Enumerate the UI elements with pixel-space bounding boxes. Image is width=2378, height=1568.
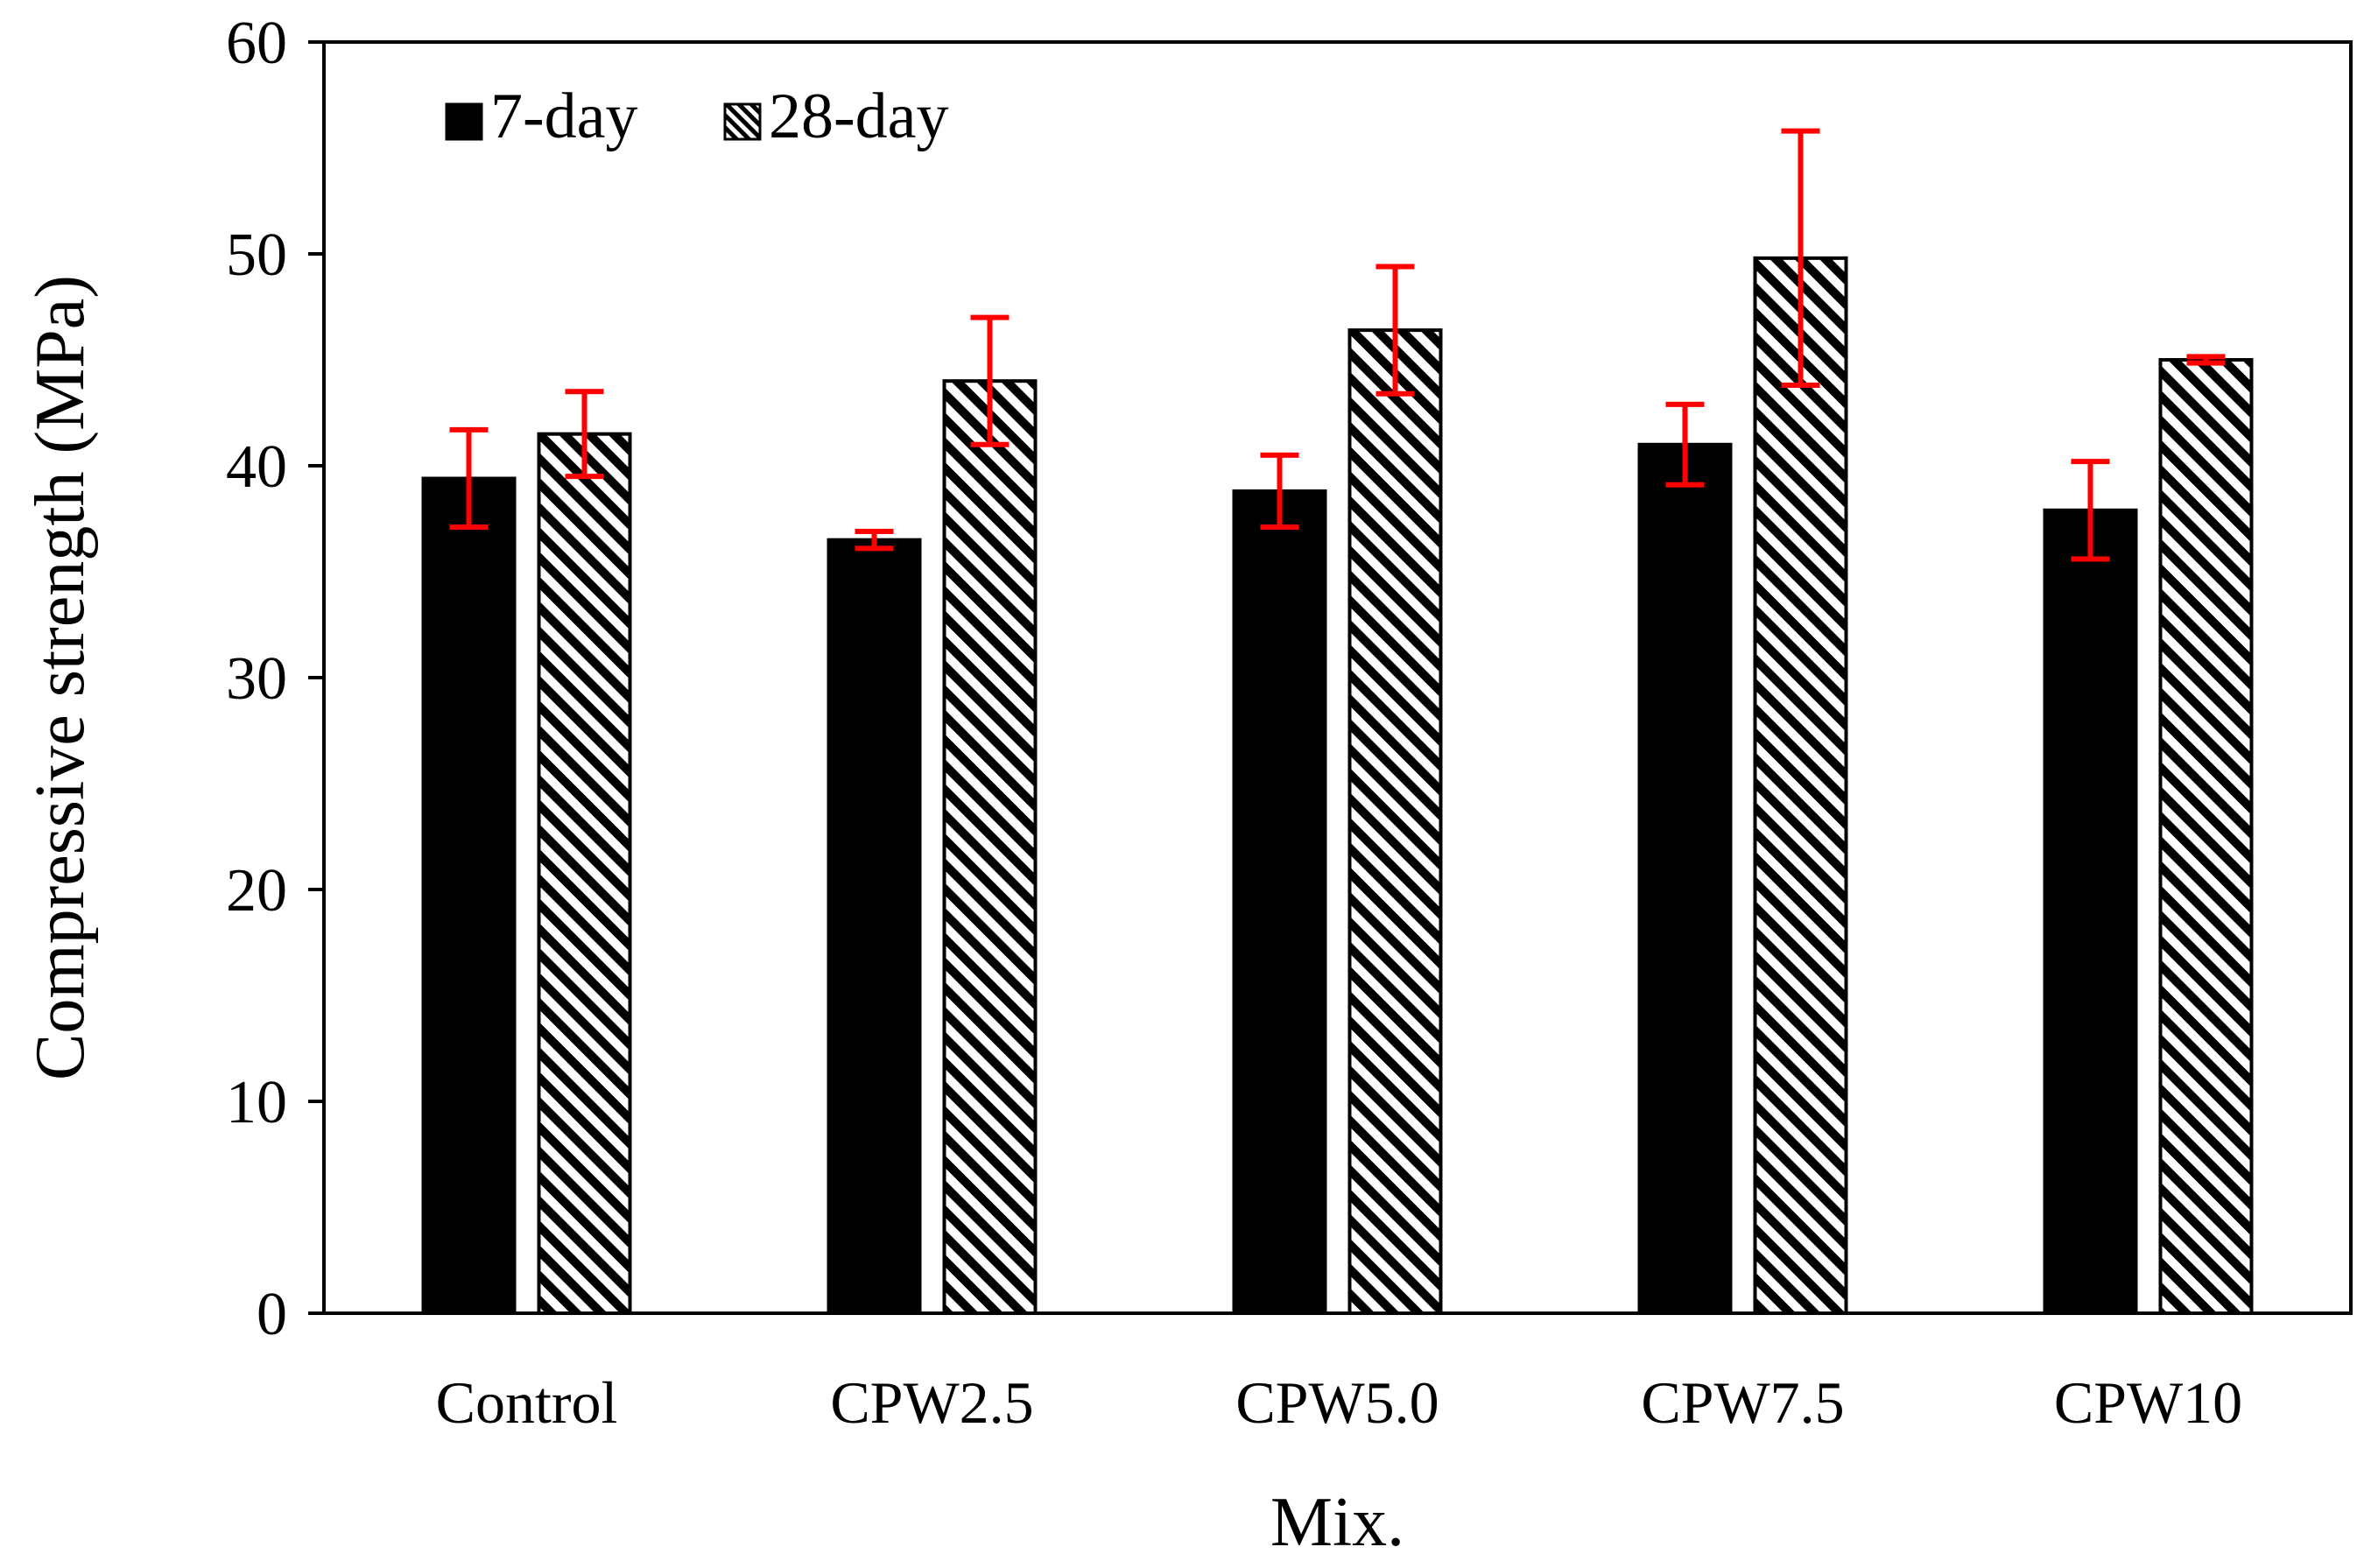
- x-category-label: CPW5.0: [1235, 1369, 1439, 1436]
- plot-area: 0 10 20 30 40 50 60 Control CPW2.5 CPW5.0 CPW7.5 CP…: [22, 10, 2353, 1561]
- bar-28-day-CPW7.5: [1753, 256, 1848, 1316]
- legend-swatch-7-day: [445, 102, 483, 141]
- bar-7-day-Control: [421, 476, 517, 1315]
- y-tick-label: 0: [257, 1281, 287, 1348]
- y-tick-label: 30: [226, 645, 287, 713]
- y-tick-label: 50: [226, 221, 287, 289]
- bar-7-day-CPW7.5: [1637, 442, 1733, 1315]
- y-tick-label: 60: [226, 10, 287, 77]
- x-category-label: CPW7.5: [1641, 1369, 1844, 1436]
- legend-label-28-day: 28-day: [769, 81, 949, 152]
- bar-28-day-CPW10: [2158, 358, 2254, 1315]
- legend-swatch-28-day: [723, 102, 762, 141]
- x-category-label: CPW2.5: [830, 1369, 1033, 1436]
- bar-7-day-CPW5.0: [1232, 489, 1327, 1315]
- bar-7-day-CPW10: [2043, 508, 2138, 1315]
- bar-7-day-CPW2.5: [827, 538, 922, 1315]
- bar-28-day-CPW2.5: [942, 379, 1038, 1316]
- x-category-label: Control: [436, 1369, 618, 1436]
- x-category-label: CPW10: [2054, 1369, 2242, 1436]
- y-tick-label: 10: [226, 1069, 287, 1136]
- legend-label-7-day: 7-day: [490, 81, 638, 152]
- y-tick-label: 20: [226, 857, 287, 925]
- bar-28-day-Control: [537, 432, 632, 1315]
- bar-28-day-CPW5.0: [1347, 328, 1443, 1315]
- y-tick-label: 40: [226, 433, 287, 501]
- x-axis-title: Mix.: [1270, 1484, 1404, 1561]
- y-axis-title: Compressive strength (MPa): [22, 275, 99, 1080]
